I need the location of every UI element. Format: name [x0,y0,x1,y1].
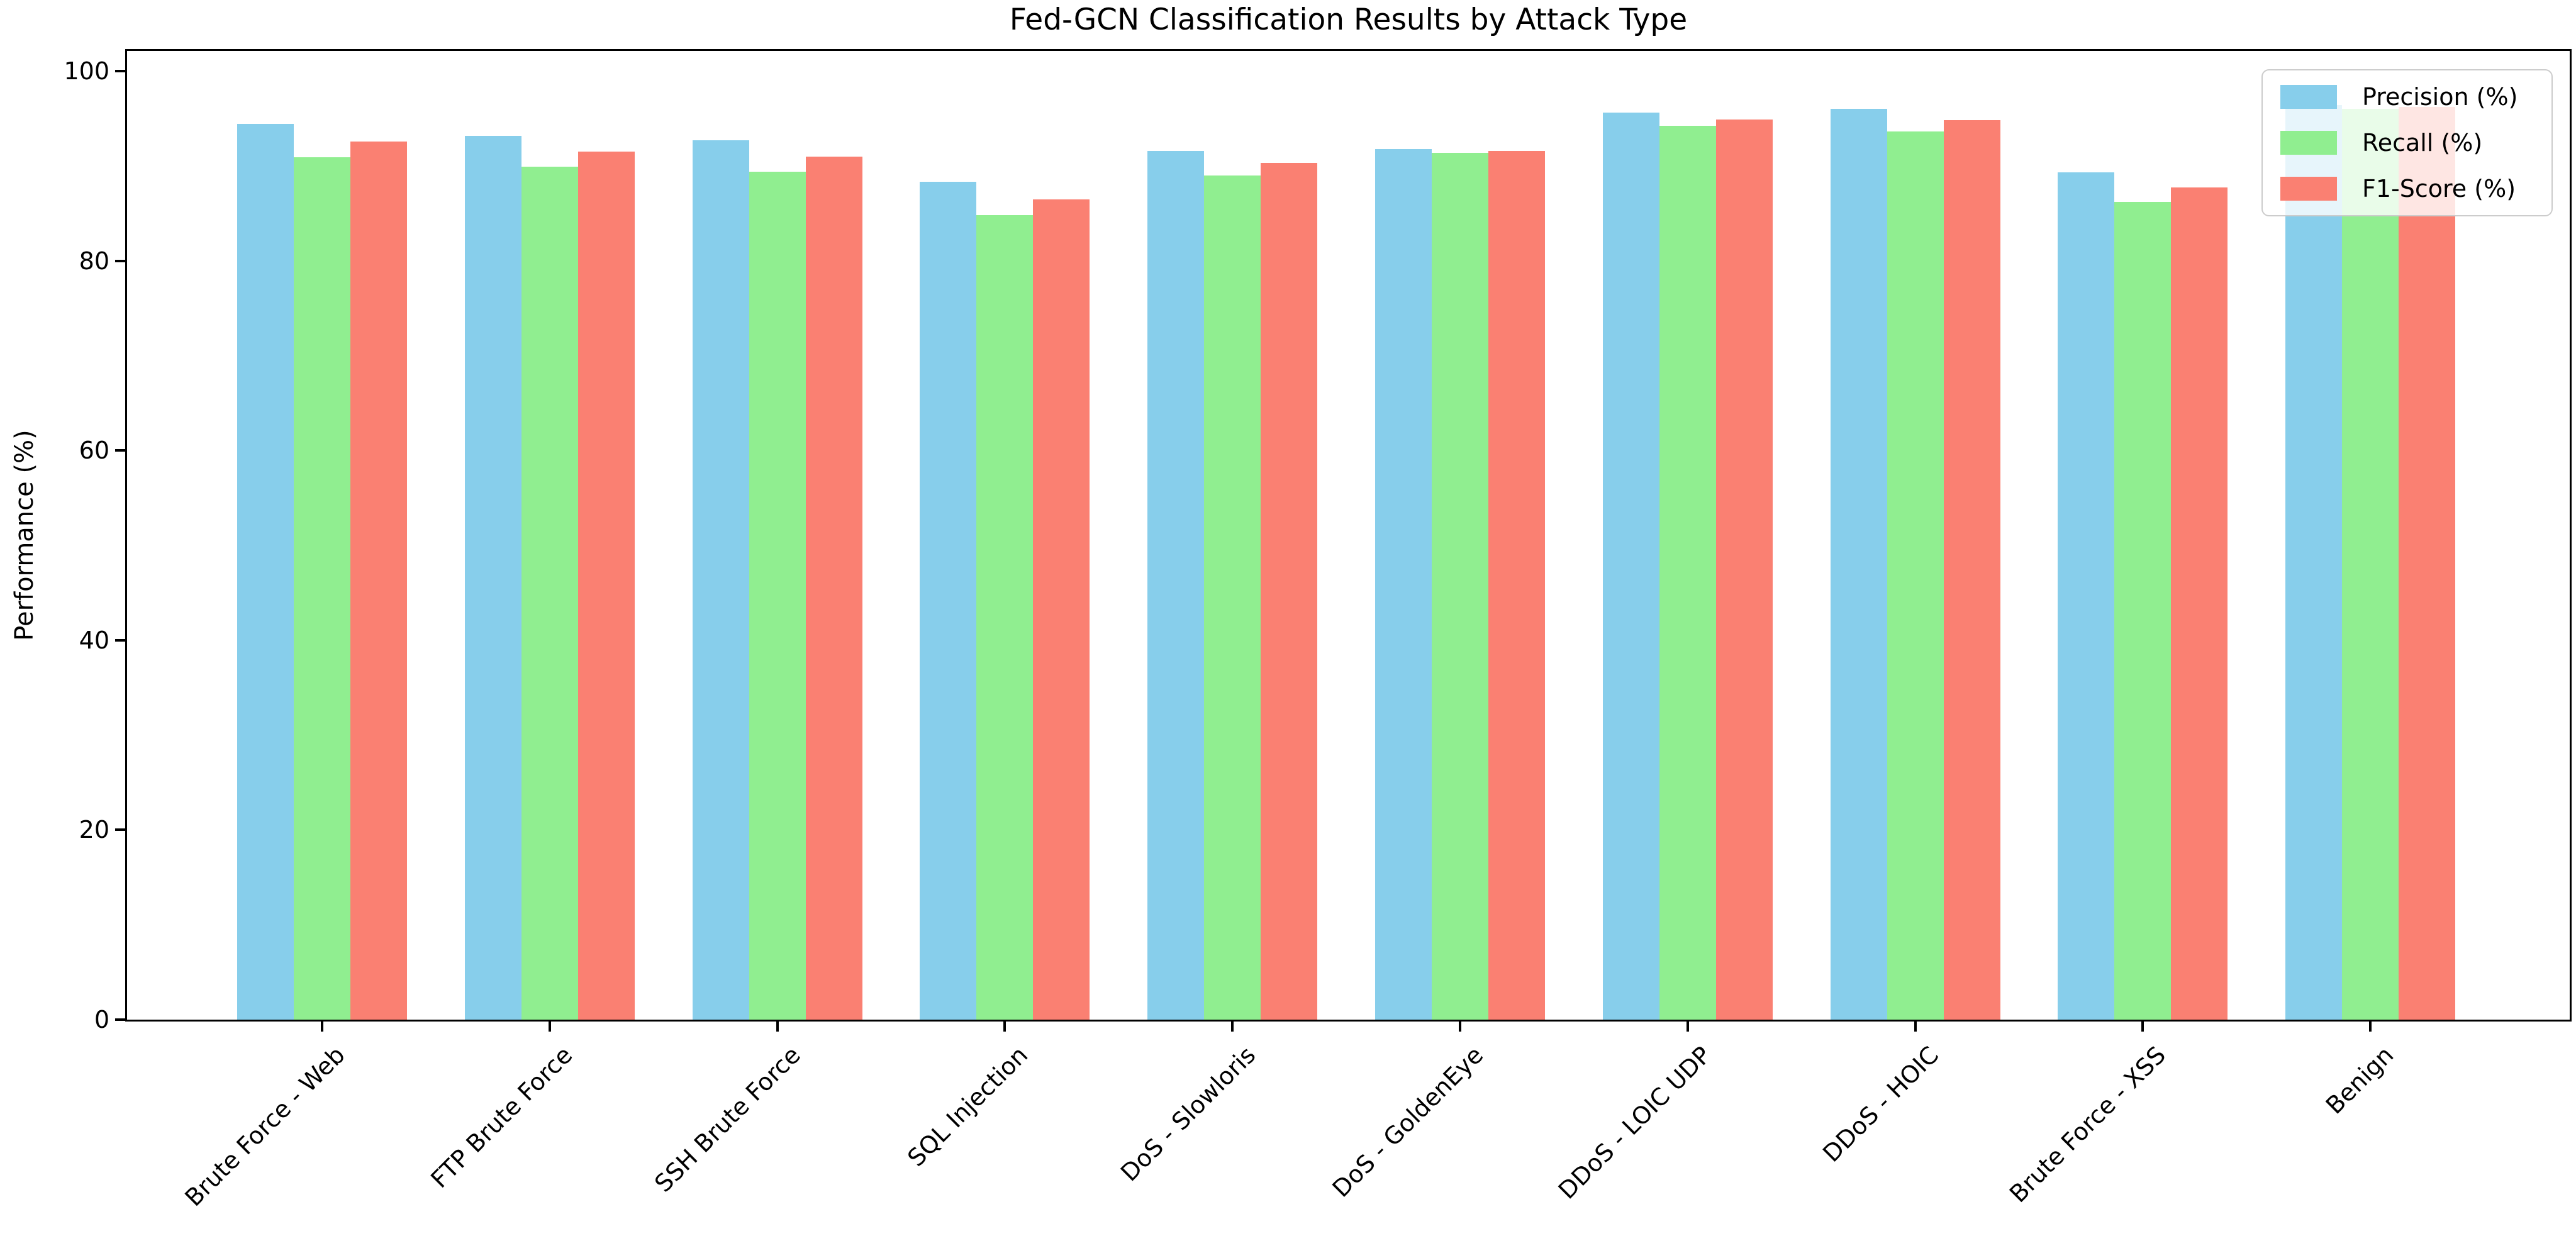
x-tick-label-dos-slowloris: DoS - Slowloris [1115,1041,1261,1187]
bar-f1-score-sql-injection [1033,199,1090,1020]
bar-f1-score-dos-goldeneye [1488,150,1545,1020]
y-tick-label-60: 60 [79,437,109,465]
y-tick-mark [115,638,125,642]
bar-precision-dos-slowloris [1147,150,1205,1020]
legend-item-recall: Recall (%) [2280,129,2535,157]
x-tick-label-ftp-brute-force: FTP Brute Force [425,1041,578,1194]
bar-precision-sql-injection [920,182,977,1020]
x-tick-label-ssh-brute-force: SSH Brute Force [649,1041,806,1198]
legend-item-precision: Precision (%) [2280,83,2535,111]
bar-recall-brute-force-xss [2114,202,2172,1020]
legend-label-f1: F1-Score (%) [2362,175,2516,203]
x-tick-mark [1914,1022,1917,1032]
bar-precision-ddos-loic-udp [1602,113,1659,1020]
recall-swatch-icon [2280,131,2337,155]
bar-recall-ddos-hoic [1887,131,1944,1020]
x-tick-mark [548,1022,551,1032]
x-tick-mark [1686,1022,1689,1032]
legend-label-precision: Precision (%) [2362,83,2518,111]
bar-f1-score-benign [2399,107,2456,1020]
x-tick-label-sql-injection: SQL Injection [902,1041,1034,1172]
bar-precision-dos-goldeneye [1375,148,1432,1020]
bar-recall-brute-force-web [294,157,350,1020]
precision-swatch-icon [2280,85,2337,109]
x-tick-label-ddos-hoic: DDoS - HOIC [1817,1041,1944,1167]
bar-f1-score-ddos-hoic [1943,120,2000,1020]
bar-precision-ddos-hoic [1830,109,1887,1020]
x-tick-mark [2369,1022,2372,1032]
x-tick-label-ddos-loic-udp: DDoS - LOIC UDP [1553,1041,1716,1205]
y-tick-mark [115,259,125,262]
legend-item-f1: F1-Score (%) [2280,175,2535,203]
x-tick-label-brute-force-xss: Brute Force - XSS [2004,1041,2172,1208]
x-tick-label-brute-force-web: Brute Force - Web [179,1041,351,1212]
bar-precision-brute-force-xss [2058,172,2115,1020]
legend: Precision (%) Recall (%) F1-Score (%) [2261,69,2553,216]
chart-title: Fed-GCN Classification Results by Attack… [1009,3,1688,37]
x-tick-mark [1459,1022,1461,1032]
y-tick-label-0: 0 [94,1006,109,1033]
x-tick-mark [321,1022,323,1032]
y-tick-label-80: 80 [79,247,109,275]
bar-recall-ssh-brute-force [749,171,806,1020]
plot-area [125,49,2572,1022]
bar-precision-benign [2285,105,2343,1020]
y-tick-label-20: 20 [79,816,109,844]
x-tick-mark [2141,1022,2144,1032]
bar-f1-score-ddos-loic-udp [1715,119,1773,1020]
legend-label-recall: Recall (%) [2362,129,2483,157]
y-tick-mark [115,69,125,72]
bar-f1-score-dos-slowloris [1261,163,1318,1020]
bar-f1-score-brute-force-web [350,141,407,1020]
x-tick-label-benign: Benign [2320,1041,2399,1120]
bar-recall-dos-slowloris [1204,175,1261,1020]
y-tick-label-40: 40 [79,626,109,654]
x-tick-mark [776,1022,779,1032]
bar-recall-sql-injection [976,215,1034,1020]
bar-recall-ftp-brute-force [521,167,578,1020]
bar-precision-ftp-brute-force [464,135,521,1020]
bar-precision-ssh-brute-force [692,140,749,1020]
bar-recall-dos-goldeneye [1432,152,1488,1020]
x-tick-label-dos-goldeneye: DoS - GoldenEye [1327,1041,1489,1203]
y-tick-label-100: 100 [64,57,109,85]
bar-recall-benign [2342,109,2399,1020]
y-tick-mark [115,449,125,452]
bar-f1-score-ssh-brute-force [805,156,862,1020]
f1-swatch-icon [2280,177,2337,201]
x-tick-mark [1231,1022,1234,1032]
bar-recall-ddos-loic-udp [1659,126,1716,1020]
x-tick-mark [1003,1022,1006,1032]
bar-precision-brute-force-web [237,124,294,1020]
y-tick-mark [115,828,125,832]
bar-f1-score-ftp-brute-force [577,152,635,1020]
y-tick-mark [115,1018,125,1021]
bar-f1-score-brute-force-xss [2171,187,2228,1020]
